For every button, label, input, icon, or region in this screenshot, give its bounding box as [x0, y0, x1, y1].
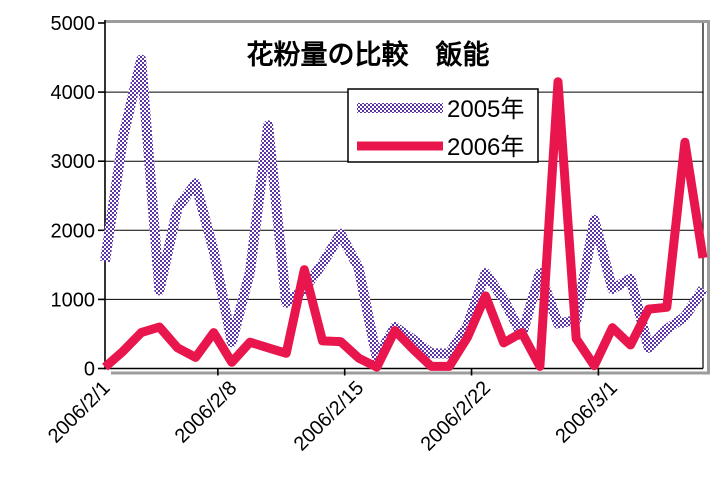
- x-tick-label: 2006/2/1: [44, 377, 115, 448]
- data-series-layer: [100, 54, 708, 372]
- chart-title: 花粉量の比較 飯能: [247, 39, 490, 70]
- legend-label-2006年: 2006年: [447, 134, 524, 161]
- series-line-2005年: [100, 54, 708, 364]
- x-tick-label: 2006/3/1: [551, 377, 622, 448]
- legend-label-2005年: 2005年: [447, 96, 524, 123]
- y-tick-label: 1000: [51, 289, 96, 311]
- x-tick-label: 2006/2/22: [417, 377, 495, 455]
- x-tick-label: 2006/2/15: [290, 377, 368, 455]
- y-tick-label: 5000: [51, 13, 96, 35]
- y-tick-label: 4000: [51, 82, 96, 104]
- y-tick-label: 2000: [51, 220, 96, 242]
- plot-frame-layer: [105, 20, 710, 375]
- axis-labels-layer: 0 1000 2000 3000 4000 5000 2006/2/1 2006/2/8 200…: [44, 13, 622, 455]
- x-tick-label: 2006/2/8: [171, 377, 242, 448]
- legend-layer: 2005年 2006年: [347, 88, 539, 163]
- series-line-2006年: [102, 77, 708, 372]
- y-tick-label: 0: [84, 359, 95, 381]
- chart-title-layer: 花粉量の比較 飯能: [247, 39, 490, 70]
- axes-layer: [98, 20, 704, 376]
- y-tick-label: 3000: [51, 151, 96, 173]
